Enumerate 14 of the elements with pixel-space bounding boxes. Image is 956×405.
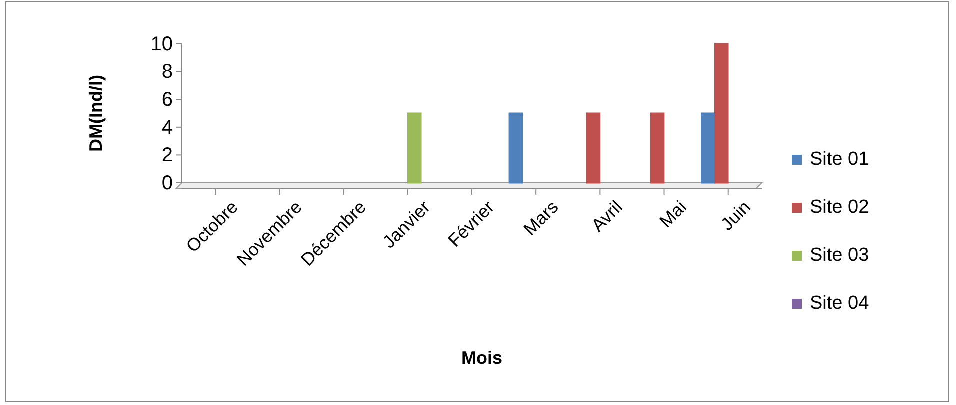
legend-label: Site 04 bbox=[810, 293, 870, 314]
y-tick-label: 0 bbox=[162, 172, 173, 194]
y-axis-title: DM(Ind/l) bbox=[86, 75, 106, 152]
legend-label: Site 02 bbox=[810, 197, 870, 218]
x-axis-title: Mois bbox=[461, 348, 503, 368]
y-tick-label: 2 bbox=[162, 144, 173, 167]
y-tick-label: 10 bbox=[150, 33, 173, 56]
legend-label: Site 03 bbox=[810, 245, 870, 266]
y-tick-label: 8 bbox=[162, 61, 173, 84]
y-tick-label: 4 bbox=[162, 116, 173, 139]
legend-label: Site 01 bbox=[810, 149, 870, 170]
x-tick-label: Mai bbox=[656, 197, 690, 232]
y-tick-label: 6 bbox=[162, 89, 173, 111]
x-tick-label: Juin bbox=[717, 197, 755, 235]
